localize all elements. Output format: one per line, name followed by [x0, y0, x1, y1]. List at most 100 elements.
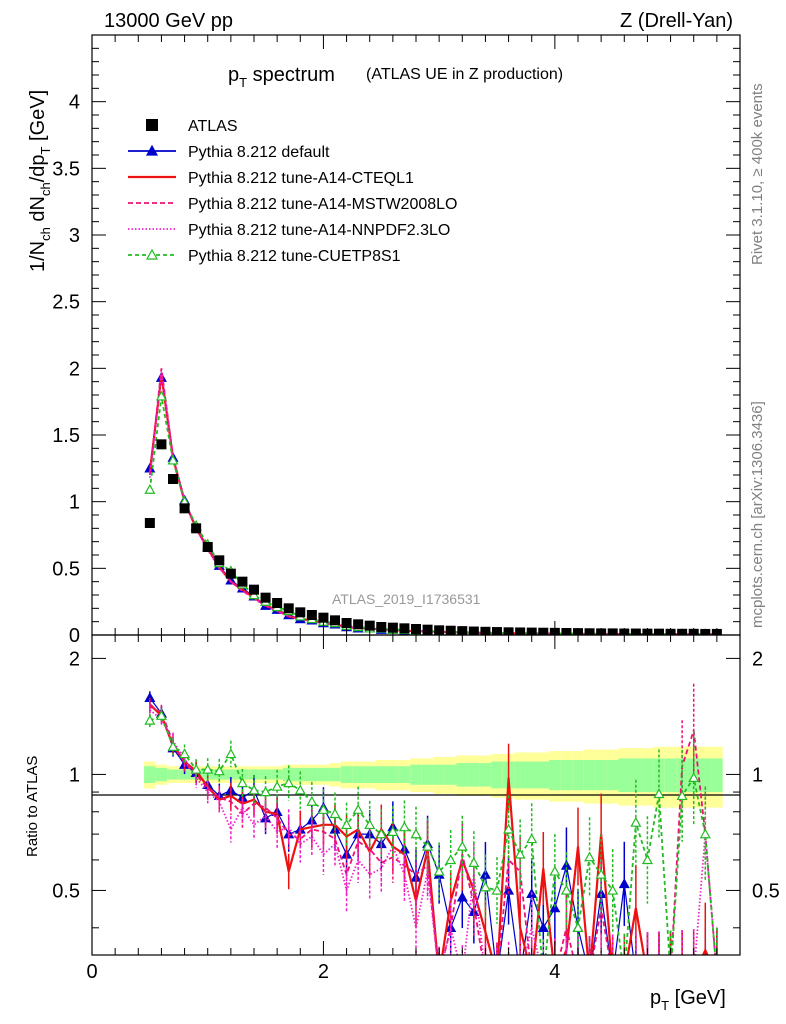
atlas-point [353, 619, 364, 630]
ratio-marker-cuetp8s1 [560, 884, 572, 895]
atlas-point [364, 620, 375, 631]
atlas-point [202, 542, 213, 552]
atlas-point [468, 626, 479, 635]
atlas-point [191, 523, 202, 534]
y-tick-label: 2 [69, 358, 80, 380]
ratio-band-inner [514, 761, 526, 789]
atlas-point [538, 627, 549, 635]
y-tick-label: 2.5 [52, 292, 80, 314]
atlas-point [330, 615, 340, 626]
ratio-band-inner [468, 763, 480, 787]
ratio-marker-cuetp8s1 [167, 740, 179, 751]
ratio-band-inner [433, 764, 445, 785]
ratio-tick-label-left: 2 [69, 648, 80, 670]
ratio-band-inner [479, 763, 492, 787]
ratio-marker-cuetp8s1 [271, 780, 283, 791]
ratio-band-inner [595, 759, 607, 791]
ratio-band-inner [178, 769, 191, 780]
ratio-band-inner [641, 758, 654, 793]
atlas-point [422, 624, 433, 635]
atlas-point [654, 628, 664, 635]
ratio-band-inner [572, 759, 584, 791]
atlas-point [318, 612, 329, 623]
legend-label-atlas: ATLAS [188, 118, 238, 135]
atlas-point [214, 555, 225, 566]
legend-marker-atlas [146, 119, 158, 131]
ratio-marker-cuetp8s1 [549, 865, 561, 876]
ratio-band-inner [225, 769, 237, 780]
atlas-point [306, 610, 317, 620]
ratio-marker-cuetp8s1 [202, 763, 214, 774]
ratio-marker-cuetp8s1 [294, 784, 306, 795]
ratio-band-inner [306, 767, 318, 782]
ratio-marker-cuetp8s1 [317, 803, 329, 814]
ratio-marker-cuetp8s1 [155, 709, 167, 720]
ratio-band-inner [271, 769, 283, 780]
atlas-point [387, 622, 398, 633]
ratio-tick-label-left: 0.5 [52, 880, 80, 902]
ratio-marker-cuetp8s1 [503, 823, 515, 834]
plot-title-note: (ATLAS UE in Z production) [366, 66, 563, 83]
atlas-point [295, 607, 306, 618]
atlas-point [515, 627, 526, 635]
ratio-marker-cuetp8s1 [179, 748, 191, 759]
y-tick-label: 1.5 [52, 425, 80, 447]
ratio-y-axis-label: Ratio to ATLAS [24, 756, 41, 857]
ratio-marker-default [479, 868, 491, 879]
atlas-point [283, 603, 294, 614]
atlas-point [249, 584, 259, 595]
ratio-band-inner [167, 769, 179, 780]
ratio-band-inner [387, 766, 399, 784]
ratio-line-nnpdf [149, 709, 717, 955]
ratio-marker-cuetp8s1 [491, 884, 503, 895]
ratio-marker-cuetp8s1 [260, 786, 272, 797]
marker-cuetp8s1 [167, 454, 179, 465]
ratio-marker-cuetp8s1 [607, 884, 619, 895]
ratio-marker-cuetp8s1 [190, 763, 202, 774]
marker-cuetp8s1 [155, 390, 167, 401]
ratio-band-inner [444, 764, 457, 785]
process-label: Z (Drell-Yan) [620, 10, 733, 32]
ratio-band-inner [560, 759, 573, 791]
ratio-marker-cuetp8s1 [375, 828, 387, 839]
legend: ATLAS Pythia 8.212 default Pythia 8.212 tu… [128, 118, 457, 265]
ratio-marker-cuetp8s1 [630, 816, 642, 827]
ratio-marker-cuetp8s1 [283, 777, 295, 788]
ratio-marker-cuetp8s1 [236, 777, 248, 788]
atlas-point [399, 623, 410, 634]
atlas-point [561, 628, 572, 635]
ratio-marker-cuetp8s1 [306, 795, 318, 806]
ratio-marker-cuetp8s1 [144, 714, 156, 725]
ratio-marker-cuetp8s1 [526, 833, 538, 844]
ratio-band-inner [421, 764, 434, 785]
ratio-marker-cuetp8s1 [572, 922, 584, 932]
atlas-point [607, 628, 618, 635]
ratio-tick-label-left: 1 [69, 764, 80, 786]
ratio-marker-default [549, 902, 561, 913]
legend-label-default: Pythia 8.212 default [188, 144, 330, 161]
y-tick-label: 0.5 [52, 558, 80, 580]
ratio-marker-cuetp8s1 [329, 808, 341, 819]
ratio-band-inner [155, 767, 168, 782]
ratio-marker-cuetp8s1 [445, 854, 457, 865]
y-tick-label: 1 [69, 492, 80, 514]
ratio-band-inner [340, 766, 353, 784]
ratio-line-cteql1 [149, 703, 709, 955]
y-tick-label: 3.5 [52, 158, 80, 180]
ratio-marker-cuetp8s1 [699, 828, 711, 839]
atlas-point [168, 474, 178, 484]
y-tick-label: 3 [69, 225, 80, 247]
atlas-point [225, 568, 236, 579]
ratio-marker-default [537, 922, 549, 932]
ratio-band-inner [375, 766, 388, 784]
ratio-band-inner [317, 767, 330, 782]
atlas-point [179, 503, 190, 514]
ratio-band-inner [606, 759, 619, 791]
ratio-band-inner [525, 761, 538, 789]
atlas-point [700, 628, 711, 635]
ratio-marker-cuetp8s1 [422, 840, 434, 851]
rivet-label: Rivet 3.1.10, ≥ 400k events [749, 83, 766, 265]
ratio-marker-cuetp8s1 [364, 819, 376, 830]
legend-label-mstw: Pythia 8.212 tune-A14-MSTW2008LO [188, 196, 457, 213]
